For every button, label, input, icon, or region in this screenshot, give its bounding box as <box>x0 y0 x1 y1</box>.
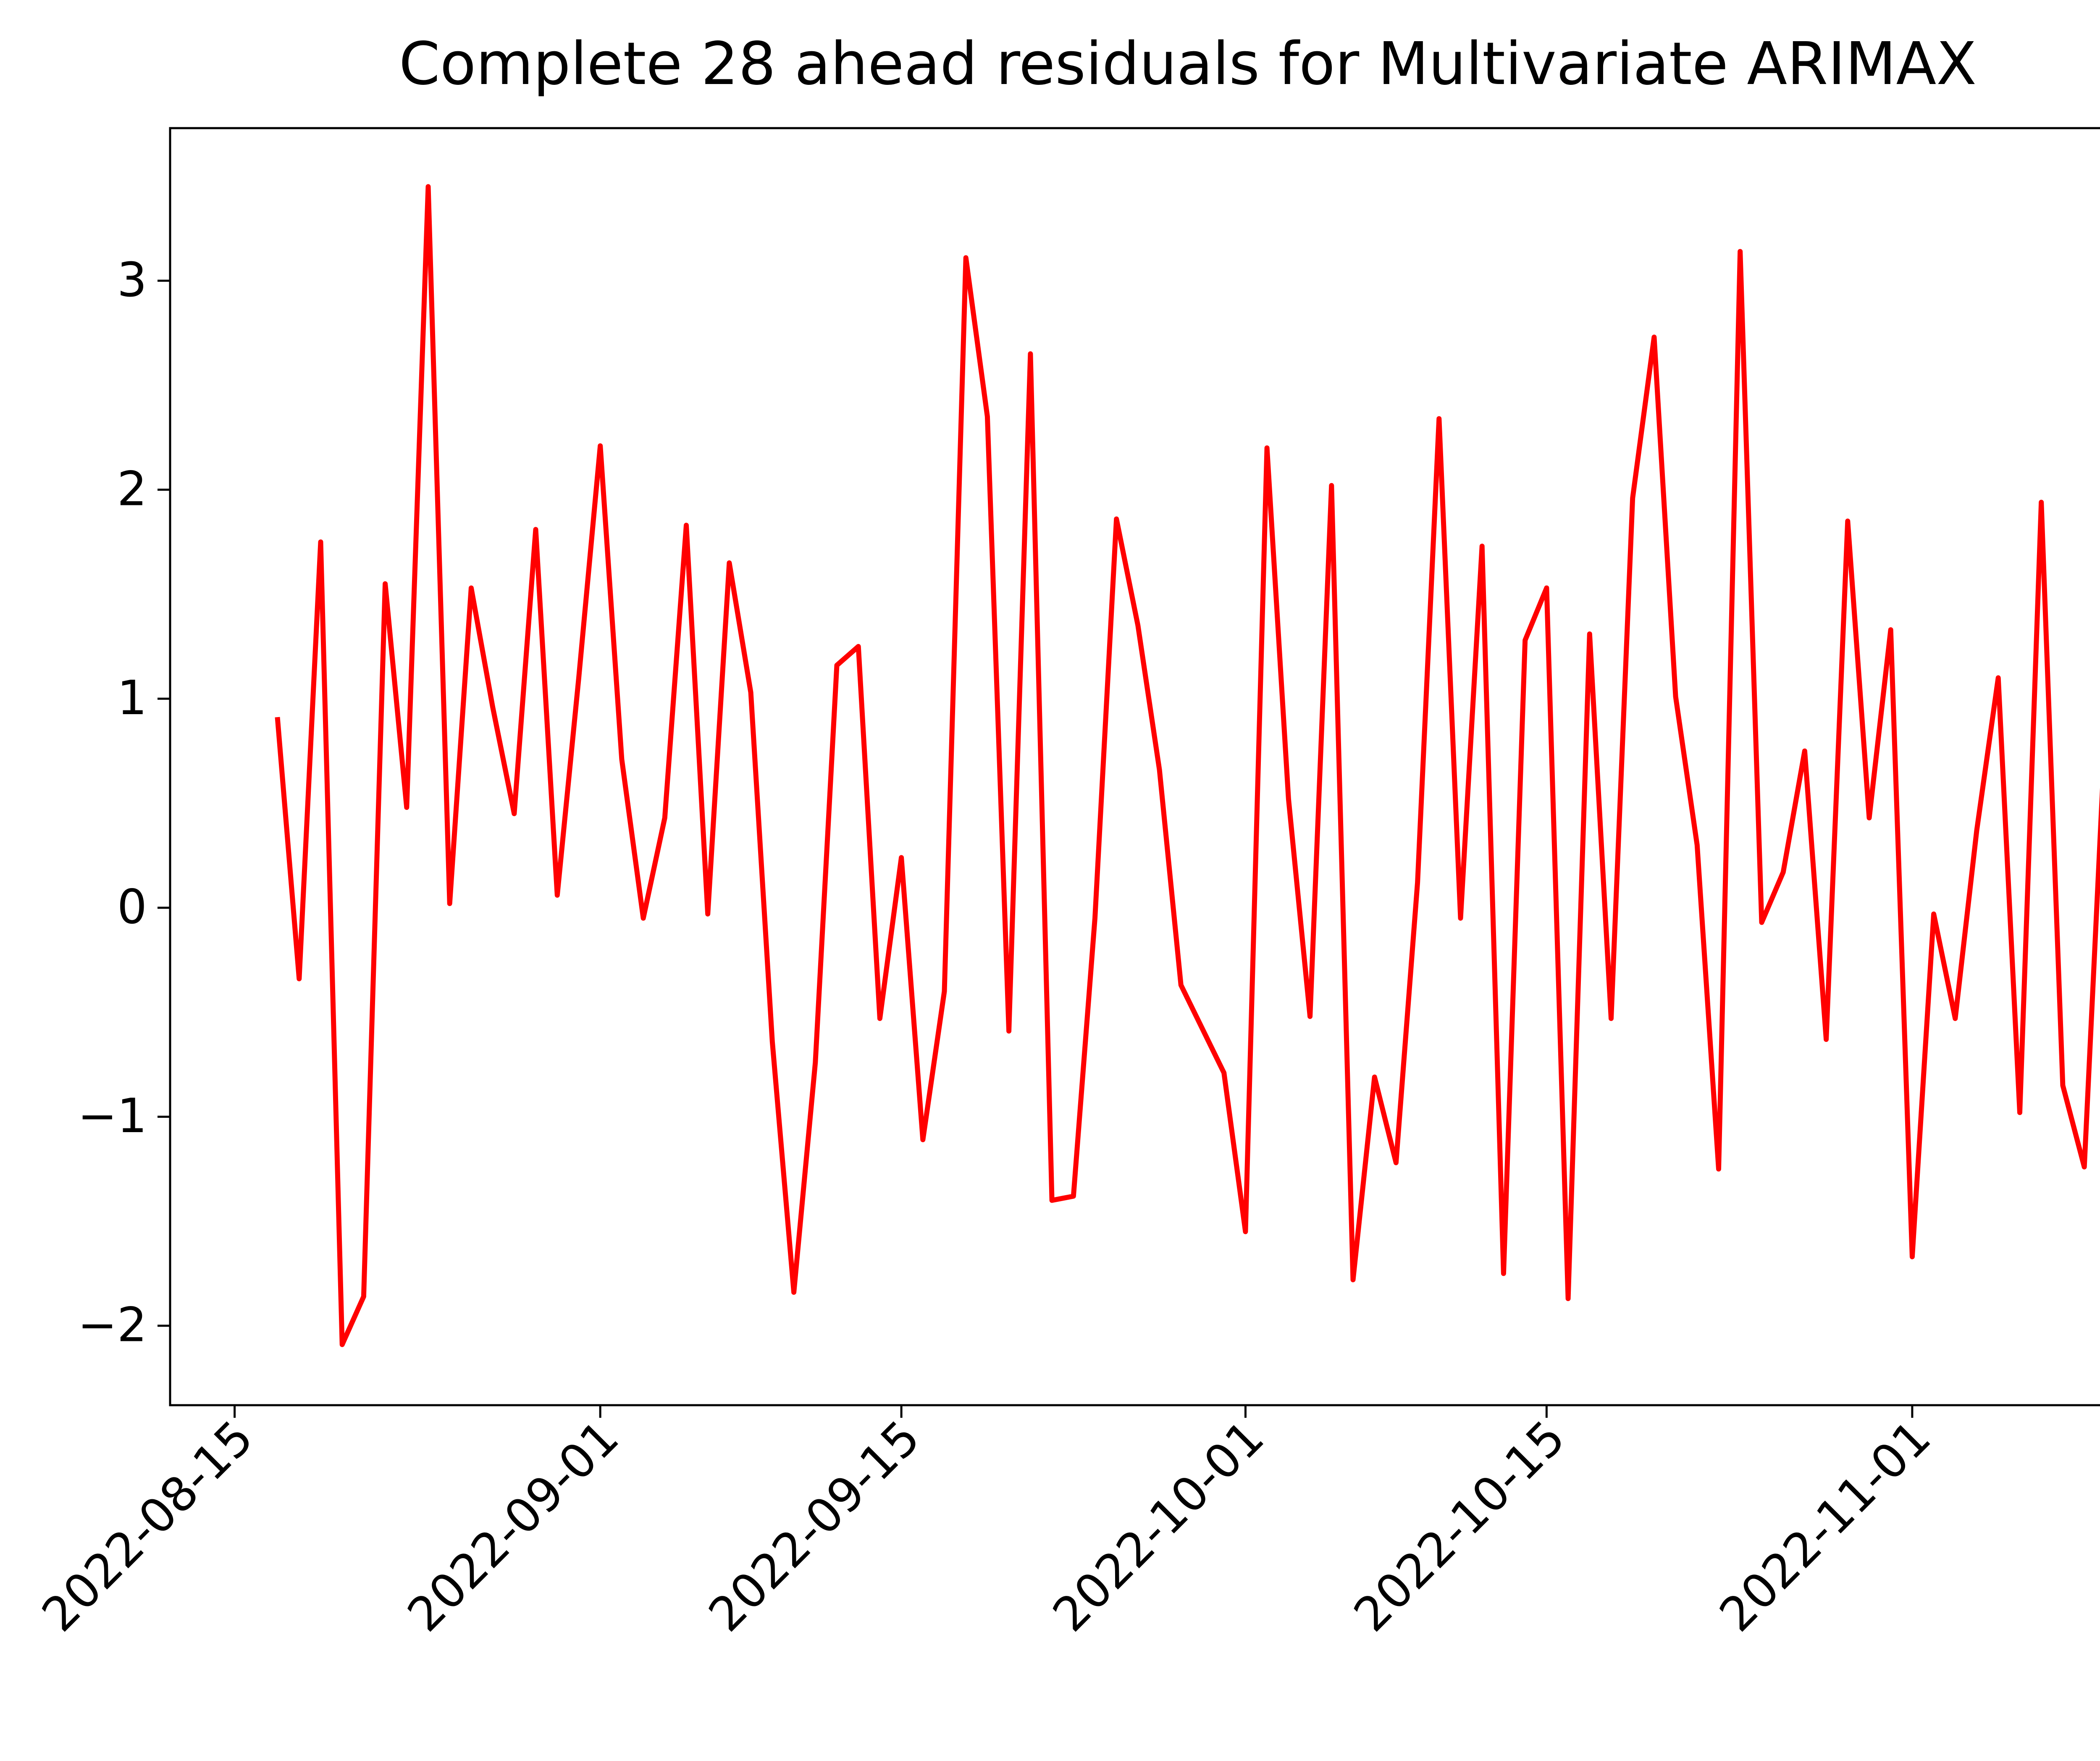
y-tick-label: 1 <box>117 671 147 725</box>
y-axis-ticks: 3 2 1 0 −1 −2 <box>78 253 170 1353</box>
plot-frame <box>169 127 2100 1406</box>
y-tick-label: 3 <box>117 253 147 308</box>
plot-area <box>170 128 2100 1405</box>
chart-title: Complete 28 ahead residuals for Multivar… <box>399 30 1977 98</box>
y-tick-label: −1 <box>78 1089 147 1143</box>
y-tick-label: 0 <box>117 880 147 935</box>
y-tick-label: −2 <box>78 1298 147 1353</box>
residuals-series-line <box>275 184 2100 1347</box>
y-tick-label: 2 <box>117 462 147 517</box>
